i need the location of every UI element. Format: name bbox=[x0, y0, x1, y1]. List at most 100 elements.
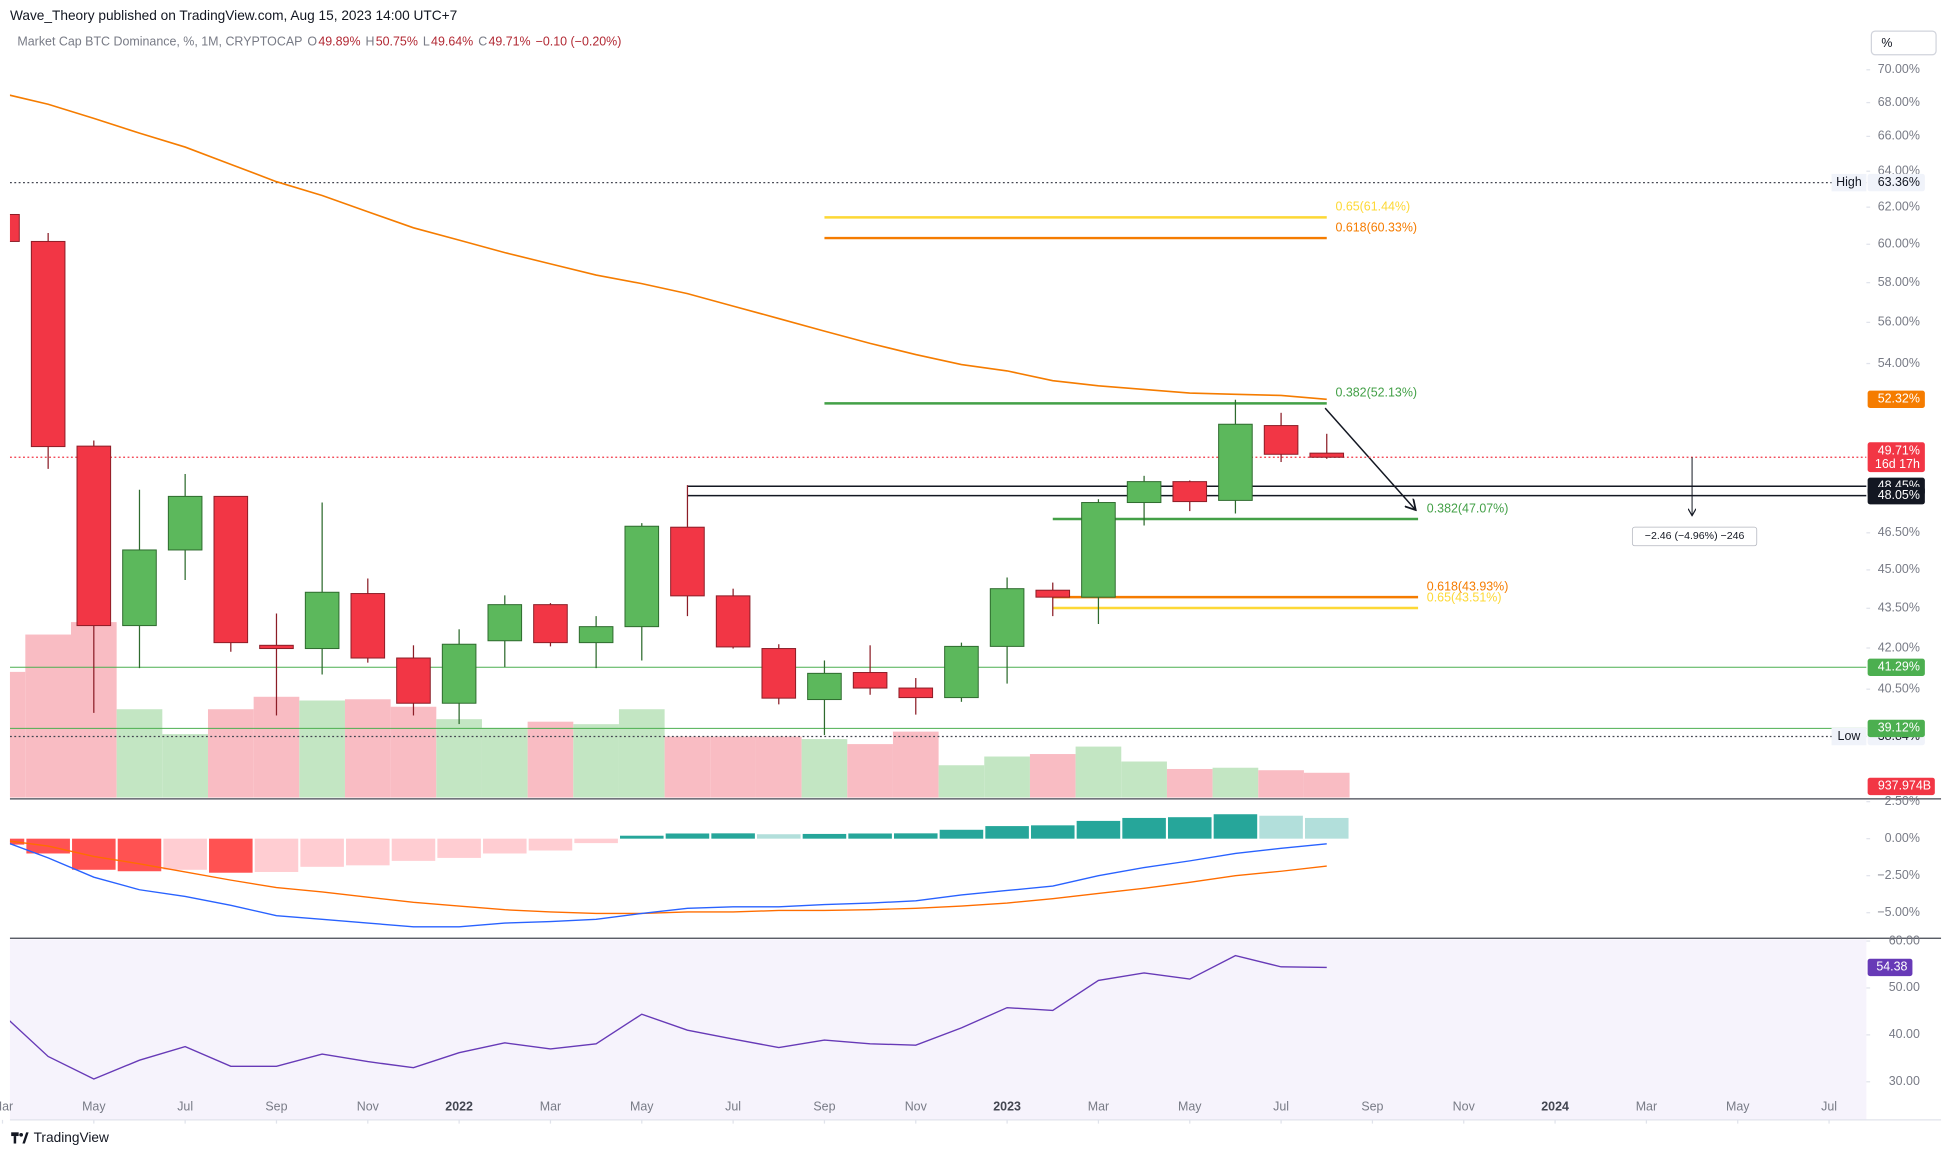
candle-body bbox=[1263, 425, 1299, 455]
x-tick-label: Mar bbox=[540, 1100, 561, 1114]
macd-histogram-bar bbox=[483, 838, 527, 854]
macd-histogram-bar bbox=[620, 835, 664, 839]
candle-body bbox=[670, 526, 705, 597]
legend: Market Cap BTC Dominance, %, 1M, CRYPTOC… bbox=[17, 35, 621, 49]
volume-bar bbox=[710, 736, 756, 798]
fib-level-label: 0.618(60.33%) bbox=[1335, 220, 1417, 234]
candle-body bbox=[350, 593, 386, 659]
price-tag-label: 48.05% bbox=[1878, 488, 1920, 502]
volume-bar bbox=[207, 709, 254, 798]
x-tick-label: 2024 bbox=[1541, 1100, 1569, 1114]
candle-body bbox=[167, 495, 203, 551]
legend-value: 49.64% bbox=[431, 35, 473, 49]
candle-body bbox=[487, 604, 523, 642]
extreme-name-box bbox=[1831, 173, 1867, 192]
macd-histogram-bar bbox=[1030, 825, 1075, 839]
rsi-y-tick-label: 30.00 bbox=[1889, 1074, 1920, 1088]
macd-histogram-bar bbox=[72, 838, 116, 870]
candle-body bbox=[1035, 589, 1071, 598]
unit-button-label[interactable]: % bbox=[1881, 36, 1892, 50]
x-tick-label: May bbox=[1178, 1100, 1202, 1114]
candle-body bbox=[9, 213, 20, 242]
y-tick-label: 70.00% bbox=[1878, 62, 1920, 76]
volume-bar bbox=[984, 756, 1030, 798]
macd-histogram-bar bbox=[939, 829, 984, 839]
y-tick-label: 66.00% bbox=[1878, 129, 1920, 143]
candle-body bbox=[213, 495, 249, 644]
volume-bar bbox=[664, 736, 711, 798]
candle-body bbox=[1309, 452, 1345, 458]
x-tick-label: Nov bbox=[357, 1100, 380, 1114]
macd-histogram-bar bbox=[574, 838, 618, 844]
macd-histogram-bar bbox=[437, 838, 481, 858]
macd-histogram-bar bbox=[1259, 815, 1303, 839]
candle-body bbox=[761, 648, 797, 699]
price-tag-label: 39.12% bbox=[1878, 721, 1920, 735]
volume-bar bbox=[801, 739, 848, 798]
macd-histogram-bar bbox=[209, 838, 253, 873]
macd-histogram-bar bbox=[163, 838, 207, 870]
legend-key: H bbox=[365, 35, 374, 49]
candle-body bbox=[807, 672, 842, 701]
drawn-arrow bbox=[1324, 407, 1415, 509]
volume-tag bbox=[1867, 777, 1935, 796]
macd-histogram-bar bbox=[802, 833, 847, 839]
x-tick-label: Sep bbox=[1361, 1100, 1383, 1114]
fib-level-label: 0.65(61.44%) bbox=[1335, 200, 1410, 214]
y-tick-label: 40.50% bbox=[1878, 681, 1920, 695]
y-tick-label: 46.50% bbox=[1878, 525, 1920, 539]
macd-pane bbox=[9, 814, 1349, 928]
volume-bar bbox=[1303, 772, 1350, 798]
price-tag bbox=[1867, 486, 1925, 505]
macd-y-tick-label: −2.50% bbox=[1877, 868, 1920, 882]
volume-bar bbox=[573, 724, 619, 798]
unit-button[interactable] bbox=[1870, 30, 1937, 56]
x-tick-label: Nov bbox=[1453, 1100, 1476, 1114]
candle-body bbox=[259, 644, 294, 650]
fib-level-label: 0.65(43.51%) bbox=[1427, 590, 1502, 604]
macd-histogram-bar bbox=[1122, 817, 1166, 839]
macd-histogram-bar bbox=[254, 838, 299, 872]
candle-body bbox=[578, 626, 614, 644]
legend-value: 49.89% bbox=[318, 35, 360, 49]
volume-bar bbox=[1075, 746, 1122, 798]
macd-histogram-bar bbox=[665, 833, 710, 839]
volume-bar bbox=[1166, 768, 1213, 798]
volume-bar bbox=[116, 709, 163, 798]
volume-bar bbox=[344, 699, 391, 798]
legend-key: L bbox=[423, 35, 430, 49]
candle-body bbox=[1218, 423, 1253, 501]
macd-histogram-bar bbox=[1213, 814, 1258, 839]
x-tick-label: Sep bbox=[813, 1100, 835, 1114]
macd-line bbox=[9, 842, 1327, 928]
price-tag bbox=[1867, 719, 1925, 738]
volume-bar bbox=[892, 731, 939, 798]
measure-box bbox=[1631, 526, 1758, 547]
macd-histogram-bar bbox=[346, 838, 390, 866]
macd-signal-line bbox=[9, 840, 1327, 915]
countdown: 16d 17h bbox=[1875, 457, 1920, 471]
candle-body bbox=[441, 643, 477, 704]
macd-histogram-bar bbox=[300, 838, 344, 867]
candle-body bbox=[396, 657, 431, 704]
macd-y-tick-label: 0.00% bbox=[1885, 831, 1920, 845]
x-tick-label: Nov bbox=[905, 1100, 928, 1114]
volume-bar bbox=[618, 709, 665, 798]
macd-y-tick-label: −5.00% bbox=[1877, 905, 1920, 919]
rsi-pane bbox=[9, 954, 1327, 1080]
x-tick-label: 2022 bbox=[445, 1100, 473, 1114]
legend-key: C bbox=[478, 35, 487, 49]
publisher: Wave_Theory published on TradingView.com… bbox=[10, 8, 457, 23]
legend-title: Market Cap BTC Dominance, %, 1M, CRYPTOC… bbox=[17, 35, 302, 49]
macd-histogram-bar bbox=[757, 834, 801, 839]
volume-bar bbox=[481, 727, 528, 798]
legend-change: −0.10 (−0.20%) bbox=[536, 35, 622, 49]
extreme-name-box bbox=[1831, 727, 1867, 746]
volume-bar bbox=[755, 736, 802, 798]
y-tick-label: 58.00% bbox=[1878, 275, 1920, 289]
rsi-y-tick-label: 60.00 bbox=[1889, 933, 1920, 947]
y-tick-label: 60.00% bbox=[1878, 237, 1920, 251]
candle-body bbox=[30, 240, 66, 448]
price-tag-label: 52.32% bbox=[1878, 392, 1920, 406]
